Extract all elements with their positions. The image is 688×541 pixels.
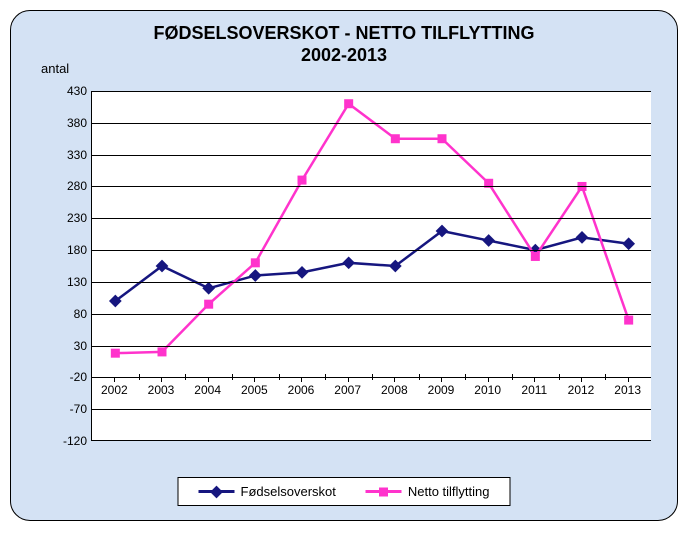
series-marker [482, 234, 495, 247]
series-marker [342, 256, 355, 269]
y-tick-label: 330 [51, 148, 87, 162]
legend-line-icon [366, 490, 402, 493]
x-tick-label: 2003 [148, 383, 175, 397]
gridline [92, 123, 651, 124]
legend-line-icon [199, 490, 235, 493]
x-tick-mark [301, 377, 302, 382]
legend-item: Netto tilflytting [366, 484, 490, 499]
x-category-divider [419, 374, 420, 380]
x-tick-label: 2012 [568, 383, 595, 397]
x-category-divider [185, 374, 186, 380]
x-tick-label: 2005 [241, 383, 268, 397]
gridline [92, 250, 651, 251]
x-tick-label: 2010 [474, 383, 501, 397]
x-category-divider [465, 374, 466, 380]
x-tick-mark [161, 377, 162, 382]
x-tick-mark [581, 377, 582, 382]
y-tick-label: -70 [51, 402, 87, 416]
series-line [115, 104, 628, 353]
series-marker [111, 349, 120, 358]
series-marker [158, 347, 167, 356]
gridline [92, 282, 651, 283]
y-tick-label: 180 [51, 243, 87, 257]
legend-item: Fødselsoverskot [199, 484, 336, 499]
x-tick-mark [254, 377, 255, 382]
x-tick-label: 2011 [521, 383, 547, 397]
x-category-divider [139, 374, 140, 380]
x-category-divider [325, 374, 326, 380]
series-marker [296, 266, 309, 279]
chart-title: FØDSELSOVERSKOT - NETTO TILFLYTTING 2002… [11, 23, 677, 66]
series-marker [202, 282, 215, 295]
series-marker [251, 258, 260, 267]
x-tick-mark [348, 377, 349, 382]
series-marker [298, 176, 307, 185]
y-tick-label: 380 [51, 116, 87, 130]
x-tick-mark [441, 377, 442, 382]
legend: Fødselsoverskot Netto tilflytting [178, 477, 511, 506]
square-marker-icon [379, 487, 388, 496]
series-marker [624, 316, 633, 325]
y-tick-label: 430 [51, 84, 87, 98]
series-marker [391, 134, 400, 143]
x-tick-label: 2006 [288, 383, 315, 397]
x-category-divider [559, 374, 560, 380]
x-tick-mark [208, 377, 209, 382]
gridline [92, 218, 651, 219]
y-tick-label: -120 [51, 434, 87, 448]
y-tick-label: 280 [51, 179, 87, 193]
x-category-divider [279, 374, 280, 380]
x-tick-mark [394, 377, 395, 382]
gridline [92, 91, 651, 92]
x-tick-label: 2009 [428, 383, 455, 397]
y-tick-label: 80 [51, 307, 87, 321]
y-axis-label: antal [41, 61, 69, 76]
series-marker [438, 134, 447, 143]
x-tick-label: 2007 [334, 383, 361, 397]
x-category-divider [372, 374, 373, 380]
x-tick-mark [534, 377, 535, 382]
x-tick-label: 2008 [381, 383, 408, 397]
x-category-divider [512, 374, 513, 380]
series-line [115, 231, 628, 301]
y-tick-label: 130 [51, 275, 87, 289]
x-tick-mark [628, 377, 629, 382]
y-tick-label: -20 [51, 370, 87, 384]
x-tick-label: 2004 [194, 383, 221, 397]
chart-container: FØDSELSOVERSKOT - NETTO TILFLYTTING 2002… [10, 10, 678, 521]
diamond-marker-icon [210, 485, 223, 498]
gridline [92, 186, 651, 187]
x-category-divider [605, 374, 606, 380]
gridline [92, 155, 651, 156]
y-tick-label: 230 [51, 211, 87, 225]
gridline [92, 346, 651, 347]
gridline [92, 409, 651, 410]
series-marker [204, 300, 213, 309]
series-marker [576, 231, 589, 244]
title-line-2: 2002-2013 [301, 45, 387, 65]
y-tick-label: 30 [51, 339, 87, 353]
legend-label: Fødselsoverskot [241, 484, 336, 499]
x-category-divider [232, 374, 233, 380]
series-marker [249, 269, 262, 282]
series-marker [531, 252, 540, 261]
x-tick-label: 2002 [101, 383, 128, 397]
title-line-1: FØDSELSOVERSKOT - NETTO TILFLYTTING [153, 23, 534, 43]
series-marker [344, 99, 353, 108]
x-tick-label: 2013 [614, 383, 641, 397]
x-tick-mark [488, 377, 489, 382]
x-tick-mark [114, 377, 115, 382]
gridline [92, 314, 651, 315]
series-marker [622, 237, 635, 250]
legend-label: Netto tilflytting [408, 484, 490, 499]
